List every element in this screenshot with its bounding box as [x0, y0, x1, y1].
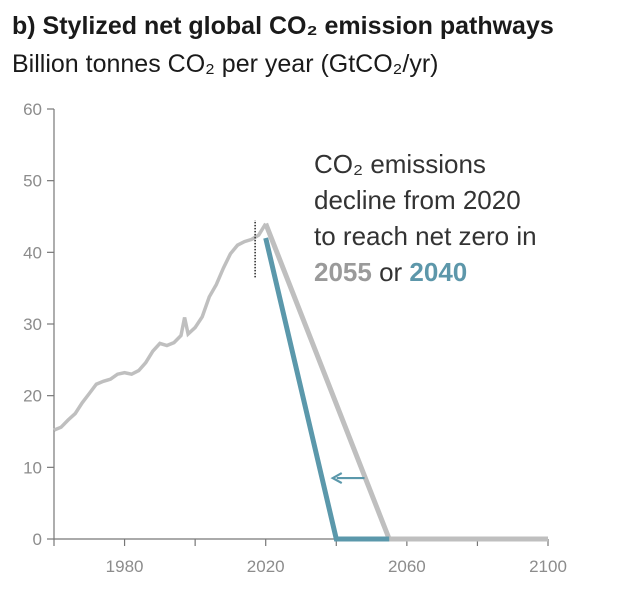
series-lines: [53, 222, 548, 542]
x-tick-label: 1980: [106, 557, 144, 576]
y-tick-label: 20: [23, 387, 42, 406]
y-tick-label: 10: [23, 458, 42, 477]
chart-title: b) Stylized net global CO₂ emission path…: [12, 12, 554, 40]
y-tick-label: 30: [23, 315, 42, 334]
annotation-line-2: decline from 2020: [314, 185, 521, 215]
connector-label: or: [371, 257, 410, 287]
x-tick-label: 2020: [247, 557, 285, 576]
chart-subtitle: Billion tonnes CO₂ per year (GtCO₂/yr): [12, 50, 439, 78]
annotation-line-1: CO₂ emissions: [314, 149, 486, 179]
series-line-3: [263, 237, 390, 542]
annotation-text: CO₂ emissions decline from 2020 to reach…: [314, 146, 537, 290]
x-tick-label: 2060: [388, 557, 426, 576]
series-line-1: [53, 222, 268, 432]
y-tick-label: 0: [33, 530, 42, 549]
shift-arrow-head: [330, 472, 343, 485]
y-tick-label: 50: [23, 172, 42, 191]
year-2040-label: 2040: [409, 257, 468, 287]
annotation-marks: [254, 220, 365, 485]
annotation-line-3: to reach net zero in: [314, 221, 537, 251]
year-2055-label: 2055: [314, 257, 372, 287]
y-tick-label: 40: [23, 243, 42, 262]
x-tick-label: 2100: [529, 557, 567, 576]
y-tick-label: 60: [23, 100, 42, 119]
annotation-line-4: 2055 or 2040: [314, 254, 537, 290]
tick-labels: 0 10 20 30 40 50 60 1980 2020 2060 2100: [23, 100, 567, 576]
